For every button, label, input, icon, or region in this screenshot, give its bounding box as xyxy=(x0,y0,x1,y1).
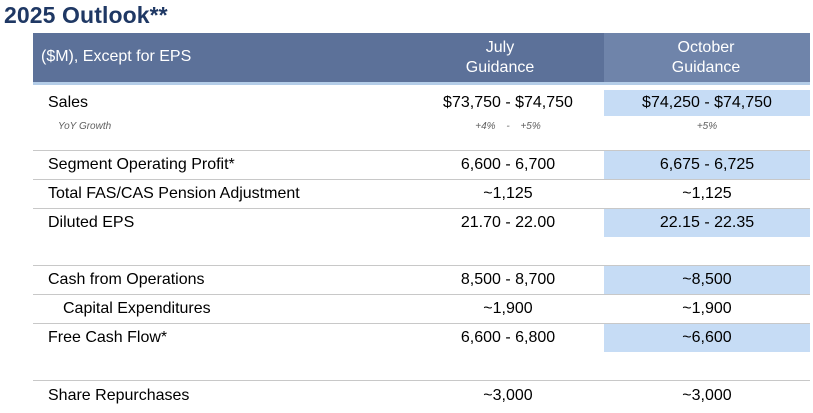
table-row-cfo: Cash from Operations 8,500 - 8,700 ~8,50… xyxy=(33,266,810,294)
october-value: ~8,500 xyxy=(604,266,810,294)
table-row-repurchases: Share Repurchases ~3,000 ~3,000 xyxy=(33,382,810,410)
divider xyxy=(33,208,810,209)
october-value: ~6,600 xyxy=(604,324,810,352)
july-guidance-header: July Guidance xyxy=(435,38,565,78)
table-row-eps: Diluted EPS 21.70 - 22.00 22.15 - 22.35 xyxy=(33,209,810,237)
october-header-line2: Guidance xyxy=(671,59,741,76)
divider xyxy=(33,380,810,381)
july-value: $73,750 - $74,750 xyxy=(443,94,573,111)
row-label: Segment Operating Profit* xyxy=(48,156,235,173)
october-value: +5% xyxy=(696,121,718,132)
table-row-capex: Capital Expenditures ~1,900 ~1,900 xyxy=(33,295,810,323)
table-row-yoy: YoY Growth +4% - +5% +5% xyxy=(33,119,810,139)
row-label: Share Repurchases xyxy=(48,387,190,404)
row-label: Total FAS/CAS Pension Adjustment xyxy=(48,185,300,202)
divider xyxy=(33,265,810,266)
july-header-line2: Guidance xyxy=(465,59,535,76)
july-header-line1: July xyxy=(485,39,515,56)
july-value: ~1,125 xyxy=(483,185,533,202)
july-value: 21.70 - 22.00 xyxy=(460,214,556,231)
table-row-segment: Segment Operating Profit* 6,600 - 6,700 … xyxy=(33,151,810,179)
units-label: ($M), Except for EPS xyxy=(41,48,192,65)
october-value: ~1,900 xyxy=(682,300,732,317)
october-value: $74,250 - $74,750 xyxy=(604,90,810,116)
october-header-band xyxy=(604,33,810,82)
row-label: YoY Growth xyxy=(58,121,112,132)
row-label: Sales xyxy=(48,94,89,111)
july-value: +4% - +5% xyxy=(413,121,603,132)
page-title: 2025 Outlook** xyxy=(4,2,168,28)
july-value: ~3,000 xyxy=(483,387,533,404)
july-value: 6,600 - 6,700 xyxy=(460,156,556,173)
october-guidance-header: October Guidance xyxy=(641,38,771,78)
divider xyxy=(33,150,810,151)
october-value: 6,675 - 6,725 xyxy=(604,151,810,179)
row-label: Capital Expenditures xyxy=(63,300,211,317)
row-label: Diluted EPS xyxy=(48,214,135,231)
july-value: 6,600 - 6,800 xyxy=(460,329,556,346)
table-row-pension: Total FAS/CAS Pension Adjustment ~1,125 … xyxy=(33,180,810,208)
october-header-line1: October xyxy=(677,39,735,56)
october-value: ~1,125 xyxy=(682,185,732,202)
october-value: ~3,000 xyxy=(682,387,732,404)
table-row-sales: Sales $73,750 - $74,750 $74,250 - $74,75… xyxy=(33,90,810,116)
yoy-dash: - xyxy=(506,121,510,132)
table-row-fcf: Free Cash Flow* 6,600 - 6,800 ~6,600 xyxy=(33,324,810,352)
july-value: ~1,900 xyxy=(483,300,533,317)
october-value: 22.15 - 22.35 xyxy=(604,209,810,237)
divider xyxy=(33,294,810,295)
yoy-high: +5% xyxy=(520,121,541,132)
yoy-low: +4% xyxy=(475,121,496,132)
row-label: Cash from Operations xyxy=(48,271,205,288)
divider xyxy=(33,323,810,324)
row-label: Free Cash Flow* xyxy=(48,329,168,346)
divider xyxy=(33,179,810,180)
table-header: ($M), Except for EPS July Guidance Octob… xyxy=(33,33,810,85)
july-value: 8,500 - 8,700 xyxy=(460,271,556,288)
